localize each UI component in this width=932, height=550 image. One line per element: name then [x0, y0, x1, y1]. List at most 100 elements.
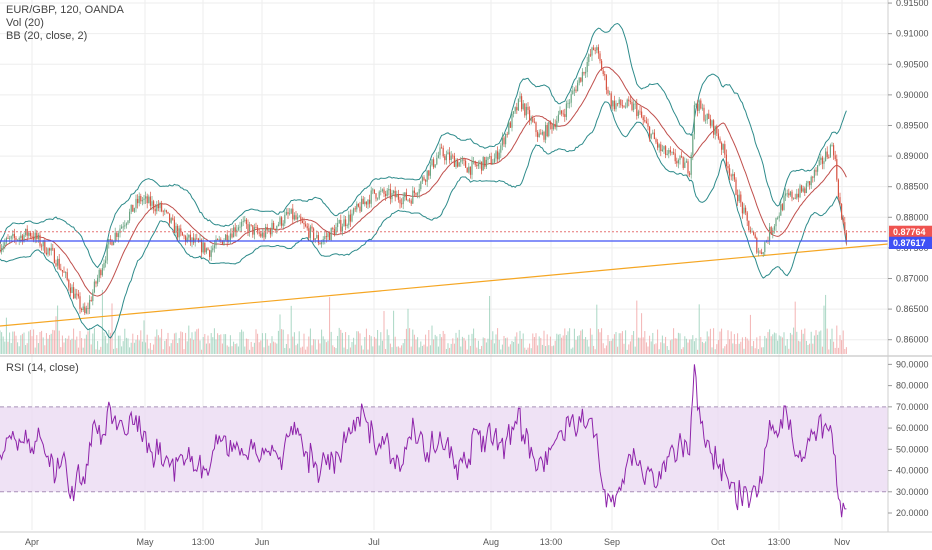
- volume-bar: [581, 329, 583, 354]
- rsi-legend[interactable]: RSI (14, close): [6, 362, 79, 374]
- candle-body: [109, 239, 111, 240]
- candle-body: [652, 132, 654, 134]
- volume-legend[interactable]: Vol (20): [6, 17, 44, 29]
- candle-body: [226, 234, 228, 242]
- volume-bar: [754, 348, 756, 354]
- candle-body: [845, 232, 847, 241]
- volume-bar: [321, 329, 323, 354]
- candle-body: [546, 125, 548, 137]
- candle-body: [63, 271, 65, 273]
- candle-body: [812, 176, 814, 178]
- volume-bar: [484, 338, 486, 354]
- volume-bar: [679, 333, 681, 354]
- candle-body: [530, 118, 532, 121]
- candle-body: [821, 157, 823, 164]
- candle-body: [695, 103, 697, 106]
- candle-body: [205, 248, 207, 253]
- volume-bar: [194, 331, 196, 354]
- volume-bar: [25, 345, 27, 354]
- candle-body: [660, 144, 662, 152]
- candle-body: [338, 219, 340, 224]
- candle-body: [639, 111, 641, 113]
- volume-bar: [524, 347, 526, 354]
- candle-body: [137, 198, 139, 204]
- volume-bar: [729, 339, 731, 354]
- trend-line[interactable]: [0, 243, 889, 327]
- candle-body: [636, 103, 638, 117]
- volume-bar: [17, 342, 19, 354]
- candle-body: [81, 308, 83, 310]
- candle-body: [58, 258, 60, 269]
- candle-body: [709, 118, 711, 126]
- volume-bar: [834, 347, 836, 354]
- candle-body: [460, 159, 462, 163]
- candle-body: [727, 165, 729, 169]
- candle-body: [1, 248, 3, 252]
- volume-bar: [18, 346, 20, 354]
- candle-body: [609, 93, 611, 95]
- volume-bar: [812, 343, 814, 354]
- volume-bar: [322, 336, 324, 354]
- candle-body: [69, 287, 71, 293]
- candle-body: [261, 232, 263, 237]
- volume-bar: [529, 343, 531, 354]
- candle-body: [367, 199, 369, 205]
- candle-body: [284, 214, 286, 224]
- candle-body: [391, 192, 393, 200]
- volume-bar: [36, 335, 38, 354]
- volume-bar: [217, 333, 219, 354]
- current-price-tag-bg: [889, 236, 932, 249]
- candle-body: [229, 233, 231, 240]
- candle-body: [439, 147, 441, 156]
- volume-bar: [135, 339, 137, 354]
- volume-bar: [361, 345, 363, 354]
- candle-body: [447, 152, 449, 155]
- volume-bar: [517, 343, 519, 354]
- candle-body: [829, 145, 831, 158]
- volume-bar: [247, 339, 249, 354]
- volume-bar: [501, 344, 503, 354]
- volume-bar: [295, 345, 297, 354]
- candle-body: [50, 248, 52, 251]
- horizontal-levels[interactable]: [0, 231, 888, 242]
- volume-bar: [175, 332, 177, 354]
- volume-bar: [276, 343, 278, 354]
- candle-body: [700, 100, 702, 109]
- volume-bar: [162, 349, 164, 354]
- candle-body: [204, 242, 206, 253]
- candle-body: [714, 126, 716, 135]
- candle-body: [293, 215, 295, 220]
- candle-body: [687, 161, 689, 174]
- candle-body: [481, 161, 483, 171]
- candle-body: [649, 126, 651, 139]
- candle-body: [89, 299, 91, 309]
- candle-body: [553, 123, 555, 130]
- volume-bar: [676, 338, 678, 354]
- candle-body: [487, 157, 489, 160]
- candle-body: [570, 94, 572, 103]
- volume-bar: [297, 343, 299, 354]
- candle-body: [788, 193, 790, 196]
- volume-bar: [785, 345, 787, 354]
- candle-body: [781, 204, 783, 210]
- candle-body: [785, 193, 787, 196]
- volume-bar: [540, 337, 542, 354]
- candle-body: [409, 199, 411, 201]
- volume-bar: [705, 341, 707, 354]
- candle-body: [289, 213, 291, 215]
- volume-bar: [698, 304, 700, 354]
- symbol-legend[interactable]: EUR/GBP, 120, OANDA: [6, 4, 124, 16]
- candle-body: [180, 228, 182, 233]
- volume-bar: [237, 346, 239, 354]
- volume-bar: [841, 340, 843, 354]
- bollinger-legend[interactable]: BB (20, close, 2): [6, 30, 88, 42]
- candle-body: [703, 107, 705, 121]
- volume-bar: [733, 334, 735, 354]
- volume-bar: [1, 332, 3, 354]
- candle-body: [225, 234, 227, 241]
- volume-bar: [105, 335, 107, 354]
- volume-bar: [773, 332, 775, 354]
- volume-bar: [460, 346, 462, 354]
